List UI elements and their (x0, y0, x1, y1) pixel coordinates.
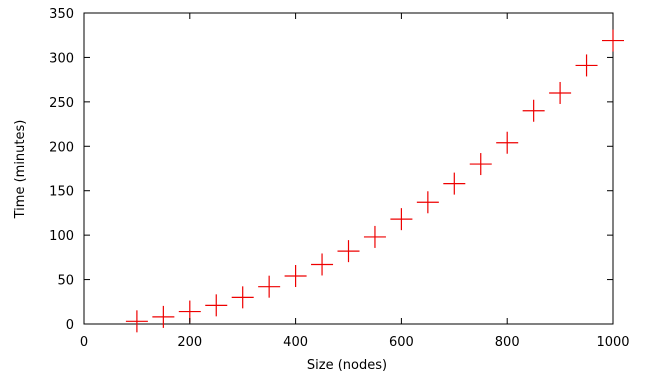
data-point (549, 81, 572, 104)
data-point (152, 305, 175, 328)
data-point (284, 265, 307, 288)
data-point (443, 172, 466, 195)
data-point (496, 131, 519, 154)
data-markers (125, 29, 624, 333)
data-point (416, 191, 439, 214)
data-point (469, 153, 492, 176)
y-tick-label: 200 (49, 140, 74, 155)
x-tick-label: 800 (495, 335, 520, 350)
x-tick-label: 400 (283, 335, 308, 350)
y-tick-label: 100 (49, 229, 74, 244)
data-point (390, 208, 413, 231)
y-axis-label: Time (minutes) (13, 120, 28, 220)
x-tick-label: 0 (80, 335, 88, 350)
data-point (258, 275, 281, 298)
x-axis-label: Size (nodes) (307, 358, 387, 373)
x-tick-label: 600 (389, 335, 414, 350)
data-point (602, 29, 624, 52)
data-point (363, 225, 386, 248)
x-axis: 0 200 400 600 800 1000 (80, 13, 630, 350)
data-point (231, 286, 254, 309)
plot-frame (83, 12, 614, 325)
y-tick-label: 250 (49, 96, 74, 111)
data-point (575, 54, 598, 77)
y-axis: 0 50 100 150 200 250 300 350 (49, 7, 613, 333)
x-tick-label: 1000 (596, 335, 629, 350)
data-point (522, 99, 545, 122)
data-point (205, 294, 228, 317)
y-tick-label: 300 (49, 51, 74, 66)
y-tick-label: 350 (49, 7, 74, 22)
y-tick-label: 50 (57, 274, 74, 289)
data-point (337, 240, 360, 263)
data-point (311, 253, 334, 276)
plot-area (83, 12, 614, 325)
x-tick-label: 200 (177, 335, 202, 350)
y-tick-label: 0 (66, 318, 74, 333)
y-tick-label: 150 (49, 185, 74, 200)
data-point (125, 310, 148, 333)
